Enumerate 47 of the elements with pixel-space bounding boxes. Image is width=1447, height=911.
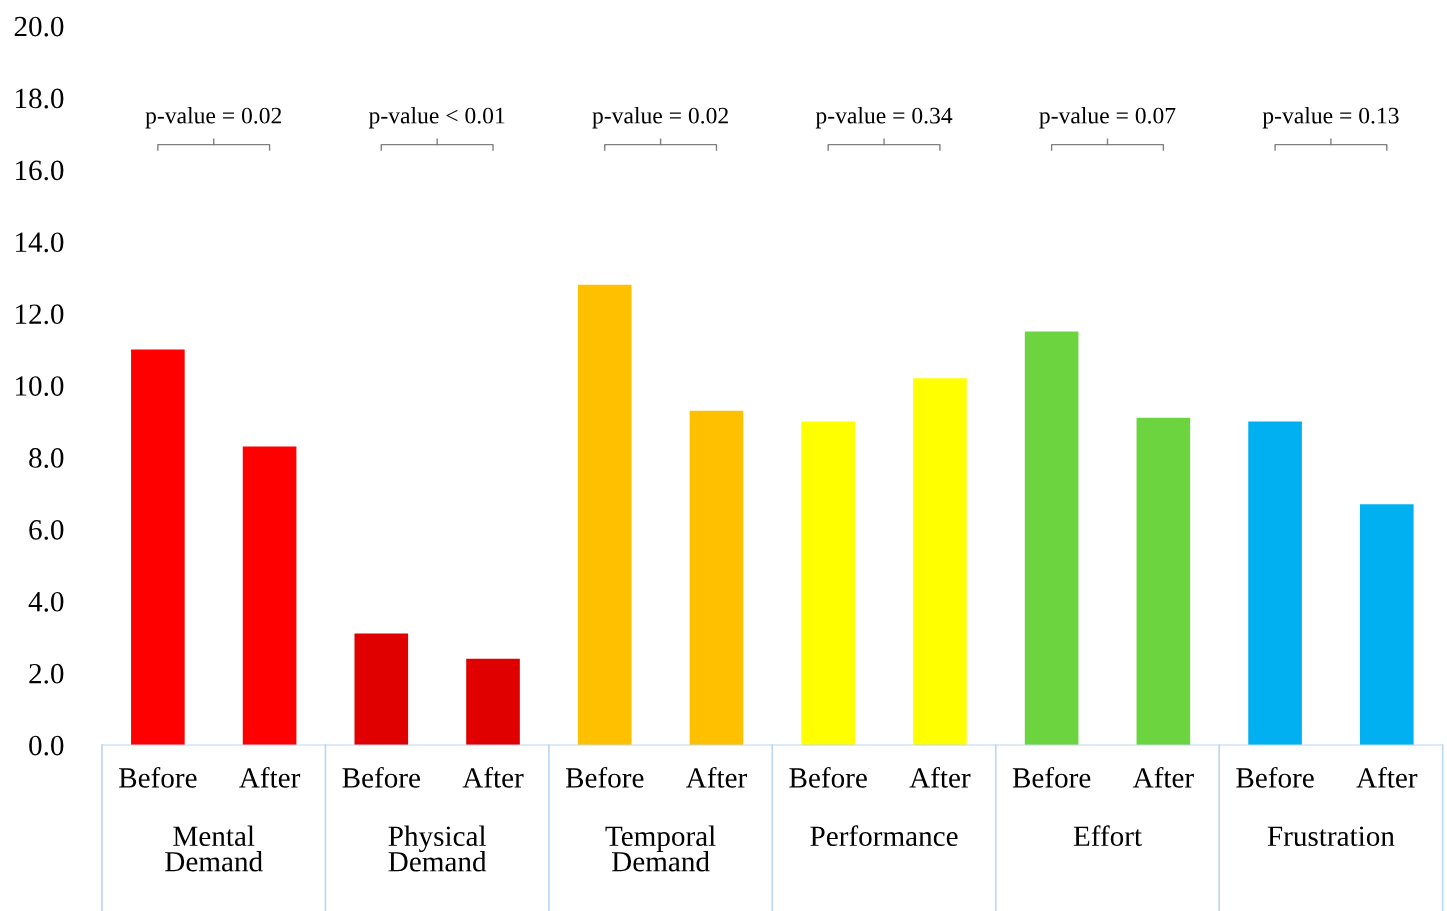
y-tick-label: 6.0	[29, 520, 64, 540]
x-tick-label: After	[909, 766, 971, 788]
annotation: p-value < 0.01	[368, 106, 505, 129]
y-tick-label: 0.0	[29, 735, 64, 756]
bar	[689, 410, 744, 745]
text: Physical Demand	[388, 825, 487, 872]
x-tick-label: After	[462, 766, 524, 788]
bar	[1359, 504, 1414, 745]
annotation: p-value = 0.13	[1262, 106, 1399, 129]
bar	[801, 421, 855, 745]
x-tick-label: Before	[342, 766, 420, 788]
x-tick-label: Before	[1236, 766, 1314, 788]
text: Performance	[810, 825, 958, 847]
y-tick-label: 16.0	[16, 160, 64, 181]
y-tick-label: 8.0	[29, 448, 64, 468]
bar	[1248, 421, 1302, 745]
y-tick-label: 12.0	[16, 304, 64, 325]
x-tick-label: Before	[789, 766, 867, 788]
y-tick-label: 4.0	[28, 591, 64, 612]
text: Mental Demand	[165, 825, 263, 872]
bar	[913, 378, 967, 745]
y-tick-label: 20.0	[14, 16, 64, 37]
text: Temporal Demand	[605, 825, 716, 872]
y-tick-label: 14.0	[16, 232, 64, 253]
bar	[1136, 417, 1191, 745]
text: Frustration	[1267, 826, 1395, 847]
annotation: p-value = 0.02	[592, 106, 728, 129]
annotation: p-value = 0.34	[815, 106, 953, 129]
x-tick-label: Before	[565, 766, 644, 788]
annotation: p-value = 0.02	[145, 106, 282, 129]
x-tick-label: After	[1356, 766, 1418, 788]
x-tick-label: Before	[119, 766, 197, 788]
text: Effort	[1073, 825, 1142, 847]
annotation: p-value = 0.07	[1039, 106, 1176, 129]
bar	[1024, 331, 1079, 745]
x-tick-label: After	[239, 766, 301, 788]
bar	[131, 349, 185, 745]
y-tick-label: 2.0	[29, 663, 64, 684]
x-tick-label: Before	[1012, 766, 1091, 788]
bar	[466, 658, 520, 745]
y-tick-label: 10.0	[16, 376, 64, 397]
bar	[242, 446, 297, 745]
x-tick-label: After	[1132, 766, 1194, 788]
y-tick-label: 18.0	[16, 88, 64, 109]
x-tick-label: After	[685, 766, 747, 788]
bar	[354, 633, 409, 745]
bar	[577, 284, 632, 745]
